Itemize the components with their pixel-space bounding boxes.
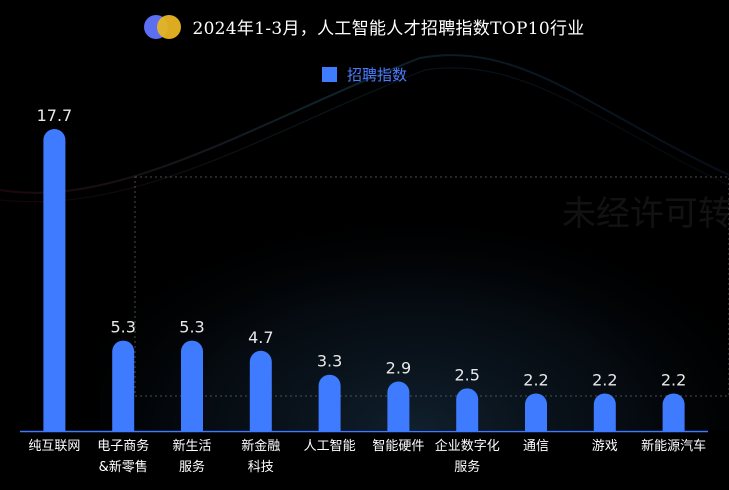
x-tick-label: &新零售 bbox=[99, 459, 148, 475]
wave-line bbox=[0, 67, 729, 203]
bar[interactable] bbox=[249, 350, 272, 431]
bar[interactable] bbox=[387, 381, 410, 431]
x-tick-label: 服务 bbox=[179, 459, 205, 475]
x-tick-label: 服务 bbox=[454, 459, 480, 475]
x-tick-label: 新生活 bbox=[172, 438, 211, 454]
x-tick-label: 纯互联网 bbox=[28, 439, 80, 454]
bar[interactable] bbox=[525, 393, 547, 431]
x-tick-label: 人工智能 bbox=[304, 439, 356, 454]
legend-label: 招聘指数 bbox=[346, 66, 407, 84]
legend-swatch bbox=[321, 67, 337, 82]
watermark-text: 未经许可转载 bbox=[562, 194, 729, 234]
bar-value-label: 2.5 bbox=[454, 365, 479, 384]
bar-value-label: 2.9 bbox=[386, 359, 411, 378]
bar-value-label: 3.3 bbox=[317, 352, 342, 371]
bar[interactable] bbox=[43, 129, 66, 431]
bar-value-label: 2.2 bbox=[661, 370, 686, 389]
bar-value-label: 2.2 bbox=[523, 370, 548, 389]
bar[interactable] bbox=[662, 393, 685, 431]
dotted-frame bbox=[134, 176, 729, 397]
x-tick-label: 新金融 bbox=[241, 438, 280, 454]
chart-title-row: 2024年1-3月，人工智能人才招聘指数TOP10行业 bbox=[0, 14, 729, 39]
bar-value-label: 5.3 bbox=[110, 318, 135, 337]
bar[interactable] bbox=[318, 374, 341, 431]
bar-value-label: 17.7 bbox=[37, 106, 73, 125]
x-tick-label: 智能硬件 bbox=[372, 439, 424, 454]
chart-title: 2024年1-3月，人工智能人才招聘指数TOP10行业 bbox=[192, 19, 585, 39]
legend: 招聘指数 bbox=[0, 64, 729, 85]
bar[interactable] bbox=[593, 393, 616, 431]
bar-value-label: 4.7 bbox=[248, 328, 273, 347]
title-circles-icon bbox=[144, 14, 182, 39]
x-tick-label: 企业数字化 bbox=[435, 438, 500, 454]
bar-value-label: 2.2 bbox=[592, 370, 617, 389]
wave-glow bbox=[100, 55, 729, 430]
bar[interactable] bbox=[456, 388, 479, 431]
x-tick-label: 通信 bbox=[523, 439, 549, 454]
x-tick-label: 新能源汽车 bbox=[641, 438, 706, 454]
bar-value-label: 5.3 bbox=[179, 318, 204, 337]
bar[interactable] bbox=[181, 340, 203, 431]
x-tick-label: 游戏 bbox=[592, 439, 618, 454]
x-tick-label: 科技 bbox=[248, 460, 274, 475]
wave-line bbox=[0, 54, 729, 194]
x-tick-label: 电子商务 bbox=[97, 438, 149, 454]
bar[interactable] bbox=[112, 340, 135, 431]
